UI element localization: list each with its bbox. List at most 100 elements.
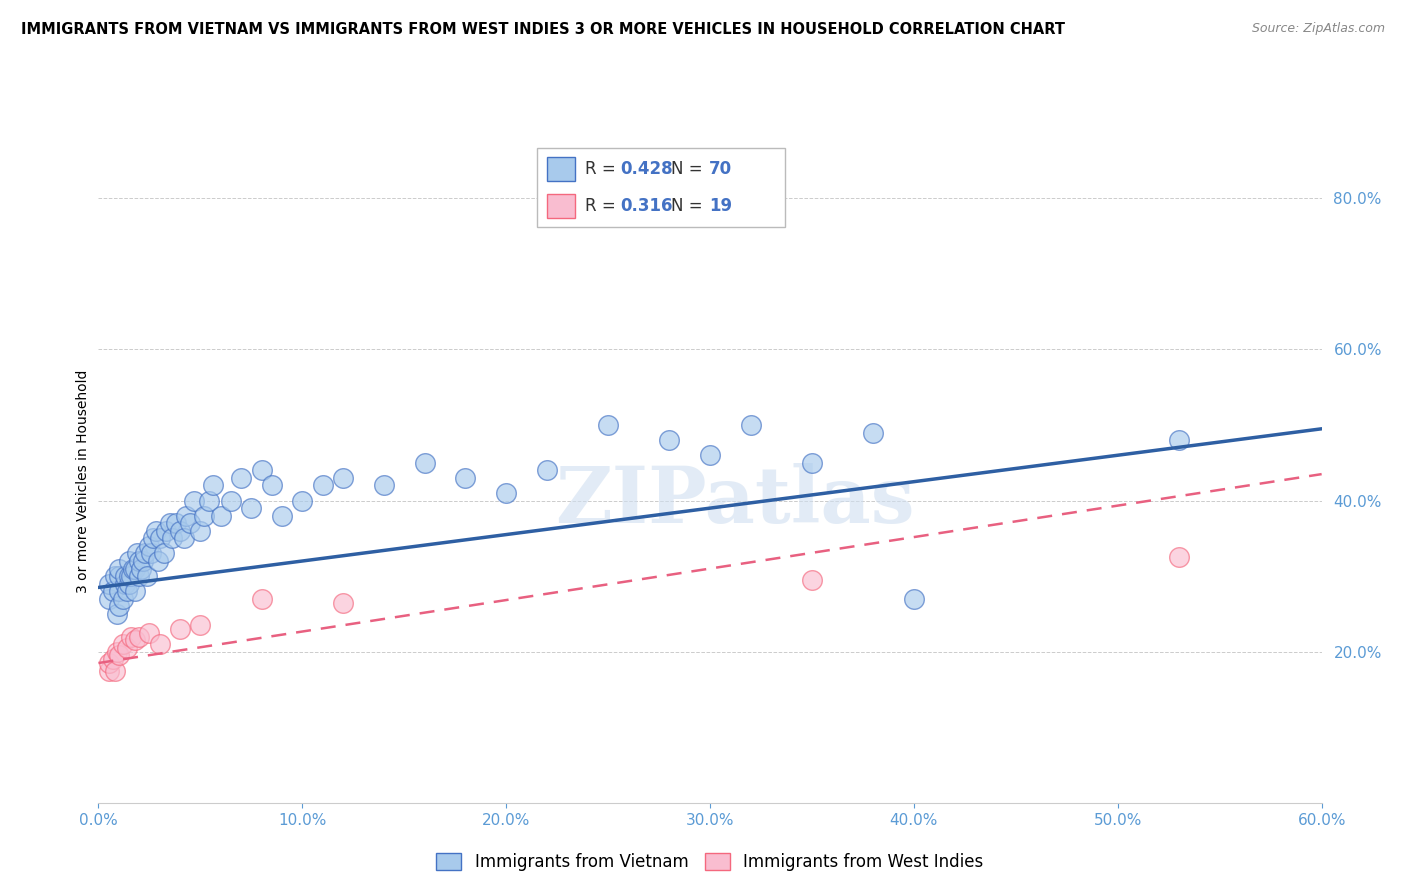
Point xyxy=(132,554,155,568)
Point xyxy=(193,508,215,523)
Point xyxy=(169,524,191,538)
Text: IMMIGRANTS FROM VIETNAM VS IMMIGRANTS FROM WEST INDIES 3 OR MORE VEHICLES IN HOU: IMMIGRANTS FROM VIETNAM VS IMMIGRANTS FR… xyxy=(21,22,1066,37)
Point xyxy=(136,569,159,583)
Point xyxy=(111,591,134,606)
Text: 19: 19 xyxy=(709,197,733,215)
Point xyxy=(1167,433,1189,447)
Point xyxy=(120,630,142,644)
Point xyxy=(101,584,124,599)
Text: R =: R = xyxy=(585,197,621,215)
Point xyxy=(97,664,120,678)
Point xyxy=(740,417,762,432)
Point xyxy=(373,478,395,492)
Point xyxy=(332,471,354,485)
Point xyxy=(118,576,141,591)
Point xyxy=(149,532,172,546)
Point xyxy=(536,463,558,477)
Point xyxy=(138,625,160,640)
Point xyxy=(128,554,150,568)
Point xyxy=(699,448,721,462)
Point xyxy=(114,576,136,591)
Point xyxy=(197,493,219,508)
Text: 70: 70 xyxy=(709,160,733,178)
Point xyxy=(188,618,212,632)
Text: N =: N = xyxy=(671,160,707,178)
Point xyxy=(801,456,824,470)
Point xyxy=(124,561,146,575)
Point xyxy=(115,640,138,655)
Point xyxy=(159,516,181,531)
Point xyxy=(862,425,884,440)
Point xyxy=(118,554,141,568)
Point xyxy=(165,516,187,531)
Point xyxy=(160,532,183,546)
Point xyxy=(454,471,477,485)
Point xyxy=(219,493,242,508)
Point xyxy=(97,656,120,670)
Point xyxy=(270,508,294,523)
Point xyxy=(179,516,201,531)
Point xyxy=(240,501,263,516)
Point xyxy=(124,633,146,648)
Point xyxy=(1167,550,1189,565)
Point xyxy=(124,584,146,599)
Point xyxy=(111,637,134,651)
Point xyxy=(332,596,354,610)
Point xyxy=(118,569,141,583)
Legend: Immigrants from Vietnam, Immigrants from West Indies: Immigrants from Vietnam, Immigrants from… xyxy=(430,847,990,878)
Text: Source: ZipAtlas.com: Source: ZipAtlas.com xyxy=(1251,22,1385,36)
Point xyxy=(129,561,152,575)
Point xyxy=(104,664,127,678)
Point xyxy=(250,591,273,606)
Point xyxy=(201,478,224,492)
Point xyxy=(260,478,283,492)
Point xyxy=(173,532,195,546)
Point xyxy=(120,569,142,583)
Point xyxy=(495,486,517,500)
Point xyxy=(127,546,149,560)
Bar xyxy=(547,157,575,181)
Point xyxy=(658,433,681,447)
Point xyxy=(105,645,128,659)
Point xyxy=(155,524,177,538)
Point xyxy=(598,417,620,432)
Point xyxy=(108,584,131,599)
Point xyxy=(138,539,160,553)
Text: R =: R = xyxy=(585,160,621,178)
Point xyxy=(134,546,156,560)
Point xyxy=(101,652,124,666)
Text: N =: N = xyxy=(671,197,707,215)
Text: 0.428: 0.428 xyxy=(620,160,673,178)
Point xyxy=(105,607,128,621)
Point xyxy=(128,569,150,583)
Point xyxy=(312,478,335,492)
Point xyxy=(231,471,253,485)
Point xyxy=(142,532,165,546)
Text: ZIPatlas: ZIPatlas xyxy=(555,463,914,539)
Point xyxy=(209,508,232,523)
Point xyxy=(122,561,145,575)
Point xyxy=(108,569,131,583)
Point xyxy=(97,591,120,606)
Point xyxy=(128,630,150,644)
Point xyxy=(114,569,136,583)
Point xyxy=(903,591,925,606)
Point xyxy=(108,599,131,614)
Point xyxy=(104,569,127,583)
Bar xyxy=(547,194,575,218)
Point xyxy=(97,576,120,591)
Point xyxy=(152,546,174,560)
Point xyxy=(169,622,191,636)
Point xyxy=(291,493,314,508)
Point xyxy=(413,456,436,470)
Point xyxy=(801,573,824,587)
Point xyxy=(108,561,131,575)
Point xyxy=(174,508,197,523)
Point xyxy=(250,463,273,477)
Y-axis label: 3 or more Vehicles in Household: 3 or more Vehicles in Household xyxy=(76,370,90,593)
Point xyxy=(149,637,172,651)
Point xyxy=(108,648,131,663)
Point xyxy=(145,524,167,538)
Point xyxy=(141,546,163,560)
Point xyxy=(183,493,205,508)
